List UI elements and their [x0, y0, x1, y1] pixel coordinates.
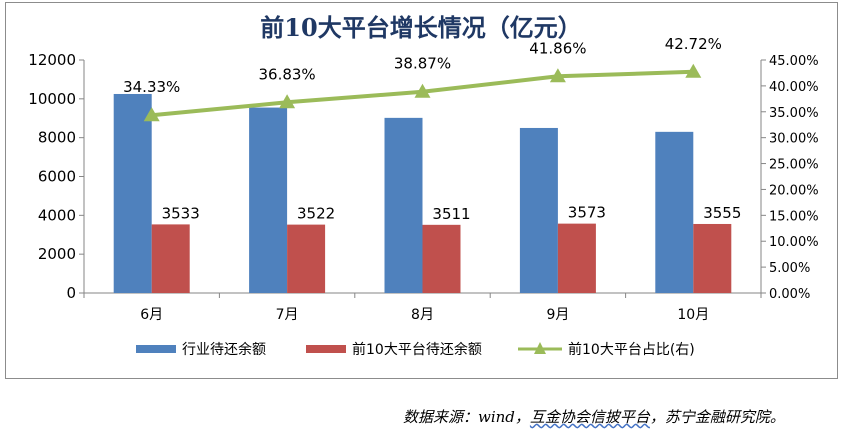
- bar-data-label: 3573: [568, 204, 606, 222]
- y-left-tick-label: 0: [66, 284, 76, 302]
- bar-industry-balance: [113, 93, 152, 294]
- y-right-tick-label: 40.00%: [769, 80, 819, 95]
- bar-top10-balance: [287, 224, 326, 293]
- bar-top10-balance: [693, 223, 732, 293]
- bar-top10-balance: [151, 224, 190, 293]
- bar-top10-balance: [557, 223, 596, 293]
- legend: 行业待还余额 前10大平台待还余额 前10大平台占比(右): [136, 341, 695, 358]
- legend-marker: [534, 342, 546, 354]
- y-right-tick-label: 25.00%: [769, 158, 819, 173]
- bar-industry-balance: [519, 127, 558, 293]
- x-tick-label: 6月: [140, 307, 163, 323]
- y-right-tick-label: 45.00%: [769, 54, 819, 69]
- bar-top10-balance: [422, 224, 461, 293]
- legend-label: 行业待还余额: [182, 341, 266, 358]
- line-marker: [279, 94, 296, 109]
- y-right-tick-label: 5.00%: [769, 261, 810, 276]
- y-right-tick-label: 15.00%: [769, 209, 819, 224]
- y-right-tick-label: 35.00%: [769, 106, 819, 121]
- y-left-tick-label: 10000: [28, 90, 76, 108]
- x-tick-label: 10月: [677, 307, 709, 323]
- y-left-tick-label: 2000: [38, 245, 76, 263]
- line-data-label: 36.83%: [258, 65, 315, 83]
- line-data-label: 41.86%: [529, 39, 586, 57]
- source-suffix: ，苏宁金融研究院。: [649, 408, 785, 426]
- bar-data-label: 3555: [703, 204, 741, 222]
- source-prefix: 数据来源：wind，: [403, 408, 530, 426]
- data-labels: 3533 3522 3511 3573 3555 34.33% 36.83% 38.87% 41…: [123, 35, 741, 223]
- bar-data-label: 3533: [162, 204, 200, 222]
- x-tick-label: 7月: [276, 307, 299, 323]
- chart: 前10大平台增长情况（亿元） 0 2000 4000 6000 8000 10000 120…: [28, 13, 818, 358]
- chart-title: 前10大平台增长情况（亿元）: [260, 13, 581, 42]
- bars: [113, 93, 732, 294]
- line-data-label: 42.72%: [665, 35, 722, 53]
- bar-industry-balance: [655, 131, 694, 293]
- line-marker: [143, 107, 160, 122]
- chart-frame: 前10大平台增长情况（亿元） 0 2000 4000 6000 8000 10000 120…: [5, 2, 838, 379]
- x-tick-label: 8月: [411, 307, 434, 323]
- bar-industry-balance: [384, 117, 423, 293]
- y-left-tick-label: 12000: [28, 51, 76, 69]
- legend-swatch: [136, 345, 176, 353]
- y-right-tick-label: 0.00%: [769, 287, 810, 302]
- legend-label: 前10大平台占比(右): [568, 341, 695, 358]
- y-left-tick-label: 4000: [38, 206, 76, 224]
- y-left-tick-label: 6000: [38, 168, 76, 186]
- legend-swatch: [306, 345, 346, 353]
- line-data-label: 38.87%: [394, 55, 451, 73]
- y-right-tick-label: 20.00%: [769, 183, 819, 198]
- y-right-tick-label: 30.00%: [769, 132, 819, 147]
- line-marker: [685, 63, 702, 78]
- bar-data-label: 3511: [432, 205, 470, 223]
- source-underlined: 互金协会信披平台: [529, 408, 650, 426]
- line-marker: [414, 83, 431, 98]
- legend-label: 前10大平台待还余额: [352, 341, 482, 358]
- source-note: 数据来源：wind，互金协会信披平台，苏宁金融研究院。: [403, 406, 785, 427]
- bar-data-label: 3522: [297, 205, 335, 223]
- axes: 0 2000 4000 6000 8000 10000 12000 0.00% 5.00% 10.…: [28, 51, 818, 323]
- y-left-tick-label: 8000: [38, 129, 76, 147]
- bar-industry-balance: [249, 107, 288, 293]
- line-marker: [549, 68, 566, 83]
- x-tick-label: 9月: [546, 307, 569, 323]
- line-data-label: 34.33%: [123, 78, 180, 96]
- line-layer: [143, 63, 702, 122]
- y-right-tick-label: 10.00%: [769, 235, 819, 250]
